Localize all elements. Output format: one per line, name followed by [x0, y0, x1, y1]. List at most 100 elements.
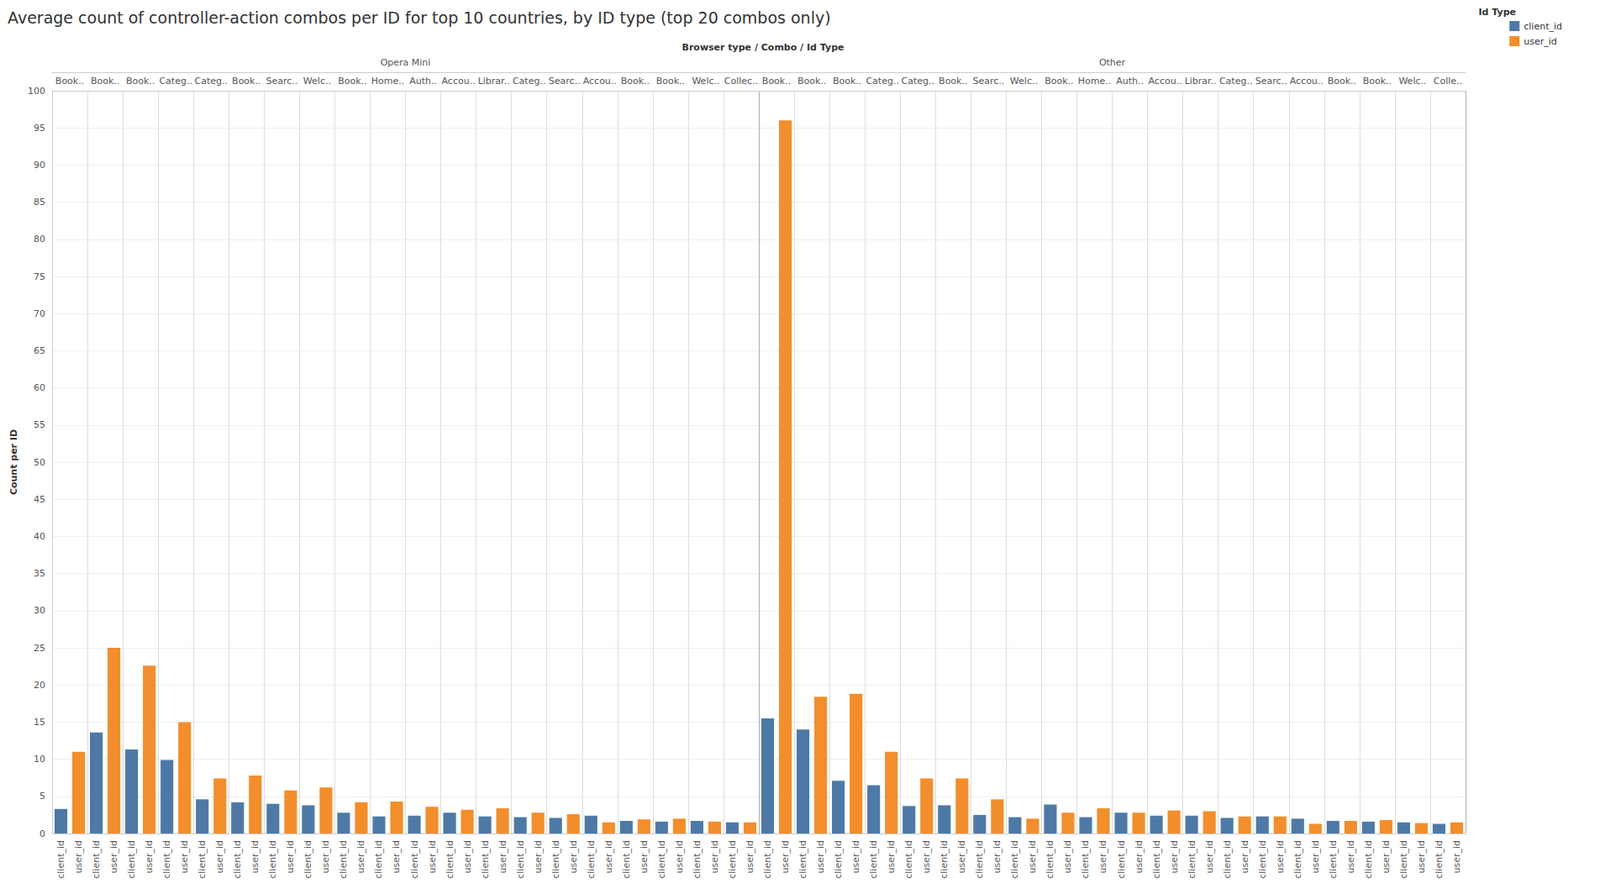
- svg-text:Book..: Book..: [762, 75, 791, 87]
- svg-text:user_id: user_id: [568, 840, 579, 874]
- svg-text:Searc..: Searc..: [972, 75, 1005, 87]
- svg-text:user_id: user_id: [956, 840, 968, 874]
- svg-text:Book..: Book..: [1363, 75, 1392, 87]
- svg-text:client_id: client_id: [797, 840, 809, 879]
- svg-text:15: 15: [33, 716, 46, 728]
- svg-text:client_id: client_id: [267, 840, 279, 879]
- svg-text:Book..: Book..: [1044, 75, 1074, 87]
- svg-text:80: 80: [33, 233, 46, 245]
- svg-text:client_id: client_id: [1115, 840, 1127, 879]
- svg-text:Book..: Book..: [1327, 75, 1357, 87]
- svg-text:user_id: user_id: [885, 840, 897, 874]
- svg-text:Searc..: Searc..: [265, 75, 298, 87]
- svg-text:Categ..: Categ..: [1219, 75, 1253, 87]
- svg-text:Count per ID: Count per ID: [8, 429, 20, 495]
- svg-text:Searc..: Searc..: [1255, 75, 1288, 87]
- svg-text:client_id: client_id: [444, 840, 456, 879]
- svg-text:client_id: client_id: [1221, 840, 1233, 879]
- svg-text:user_id: user_id: [462, 840, 474, 874]
- svg-text:client_id: client_id: [656, 840, 668, 879]
- svg-text:client_id: client_id: [691, 840, 703, 879]
- svg-text:user_id: user_id: [1239, 840, 1251, 874]
- svg-text:65: 65: [33, 345, 46, 357]
- svg-text:client_id: client_id: [762, 840, 774, 879]
- svg-text:Book..: Book..: [656, 75, 685, 87]
- svg-text:user_id: user_id: [1097, 840, 1109, 874]
- svg-text:45: 45: [33, 494, 46, 506]
- svg-text:Opera Mini: Opera Mini: [380, 57, 432, 69]
- svg-text:client_id: client_id: [1044, 840, 1056, 879]
- svg-text:90: 90: [33, 159, 46, 171]
- svg-text:70: 70: [33, 308, 46, 320]
- svg-text:Categ..: Categ..: [900, 75, 934, 87]
- svg-text:Home..: Home..: [1078, 75, 1111, 87]
- svg-text:user_id: user_id: [744, 840, 756, 874]
- svg-text:user_id: user_id: [108, 840, 120, 874]
- svg-text:user_id: user_id: [1168, 840, 1180, 874]
- svg-text:60: 60: [33, 382, 46, 394]
- svg-text:55: 55: [33, 419, 46, 431]
- svg-text:client_id: client_id: [1292, 840, 1304, 879]
- svg-text:user_id: user_id: [284, 840, 296, 874]
- svg-text:user_id: user_id: [709, 840, 721, 874]
- svg-text:client_id: client_id: [621, 840, 632, 879]
- svg-text:0: 0: [39, 828, 46, 840]
- svg-text:Book..: Book..: [126, 75, 155, 87]
- svg-text:user_id: user_id: [1204, 840, 1216, 874]
- svg-text:95: 95: [33, 122, 46, 134]
- svg-text:user_id: user_id: [390, 840, 402, 874]
- svg-text:user_id: user_id: [850, 840, 862, 874]
- svg-text:user_id: user_id: [1026, 840, 1038, 874]
- svg-text:client_id: client_id: [1363, 840, 1374, 879]
- svg-text:user_id: user_id: [143, 840, 155, 874]
- svg-text:client_id: client_id: [1327, 840, 1339, 879]
- svg-text:user_id: user_id: [497, 840, 509, 874]
- svg-text:client_id: client_id: [1079, 840, 1091, 879]
- svg-text:Categ..: Categ..: [194, 75, 227, 87]
- svg-text:client_id: client_id: [515, 840, 527, 879]
- svg-text:client_id: client_id: [1398, 840, 1410, 879]
- svg-text:35: 35: [33, 568, 46, 579]
- svg-text:Colle..: Colle..: [1433, 75, 1463, 87]
- svg-text:user_id: user_id: [249, 840, 261, 874]
- svg-text:client_id: client_id: [1186, 840, 1198, 879]
- svg-text:Accou..: Accou..: [1289, 75, 1324, 87]
- svg-text:Book..: Book..: [55, 75, 85, 87]
- svg-text:client_id: client_id: [302, 840, 314, 879]
- svg-text:user_id: user_id: [673, 840, 685, 874]
- svg-text:user_id: user_id: [1062, 840, 1074, 874]
- svg-text:client_id: client_id: [726, 840, 738, 879]
- svg-text:Book..: Book..: [832, 75, 862, 87]
- svg-text:Categ..: Categ..: [512, 75, 546, 87]
- svg-text:Book..: Book..: [938, 75, 968, 87]
- svg-text:Other: Other: [1099, 57, 1127, 69]
- svg-text:user_id: user_id: [1415, 840, 1427, 874]
- svg-text:25: 25: [33, 642, 46, 654]
- svg-text:5: 5: [39, 790, 46, 802]
- svg-text:Accou..: Accou..: [442, 75, 476, 87]
- svg-text:Home..: Home..: [371, 75, 405, 87]
- svg-text:user_id: user_id: [1451, 840, 1463, 874]
- svg-text:user_id: user_id: [921, 840, 932, 874]
- svg-text:user_id: user_id: [815, 840, 827, 874]
- svg-text:client_id: client_id: [1523, 21, 1563, 32]
- svg-text:user_id: user_id: [1310, 840, 1322, 874]
- svg-text:client_id: client_id: [973, 840, 985, 879]
- svg-text:client_id: client_id: [479, 840, 491, 879]
- svg-text:Id Type: Id Type: [1478, 6, 1517, 18]
- svg-text:client_id: client_id: [1257, 840, 1269, 879]
- svg-text:30: 30: [33, 605, 46, 616]
- svg-text:Accou..: Accou..: [1148, 75, 1183, 87]
- svg-text:20: 20: [33, 679, 46, 691]
- svg-text:Welc..: Welc..: [303, 75, 332, 87]
- svg-text:user_id: user_id: [603, 840, 615, 874]
- svg-text:Book..: Book..: [90, 75, 120, 87]
- svg-text:Categ..: Categ..: [158, 75, 192, 87]
- svg-text:client_id: client_id: [196, 840, 208, 879]
- svg-text:client_id: client_id: [868, 840, 879, 879]
- svg-text:user_id: user_id: [1274, 840, 1286, 874]
- svg-text:user_id: user_id: [1523, 36, 1558, 48]
- svg-text:Collec..: Collec..: [724, 75, 758, 87]
- svg-text:Searc..: Searc..: [548, 75, 581, 87]
- svg-text:client_id: client_id: [832, 840, 844, 879]
